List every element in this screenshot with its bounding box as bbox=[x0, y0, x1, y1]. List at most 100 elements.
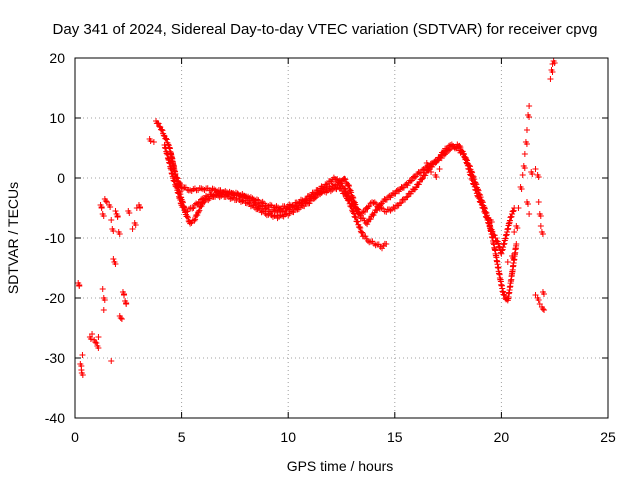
data-point-early-scattered bbox=[137, 205, 144, 211]
data-point-track-c bbox=[348, 196, 355, 203]
data-point-early-scattered bbox=[108, 358, 115, 364]
data-point-track-c bbox=[482, 210, 489, 217]
data-point-late-scattered bbox=[535, 297, 542, 303]
data-point-early-scattered bbox=[112, 208, 119, 214]
data-point-early-scattered bbox=[110, 256, 117, 262]
data-point-track-a bbox=[365, 203, 372, 210]
data-point-track-a bbox=[345, 182, 352, 189]
x-axis-label: GPS time / hours bbox=[287, 458, 394, 474]
data-point-track-a bbox=[157, 124, 164, 131]
data-point-track-c bbox=[451, 144, 458, 151]
data-point-track-a bbox=[251, 204, 258, 211]
data-point-early-scattered bbox=[108, 217, 115, 223]
data-point-track-c bbox=[173, 174, 180, 181]
data-point-track-b bbox=[357, 225, 364, 232]
data-point-track-a bbox=[184, 214, 191, 221]
data-point-late-scattered bbox=[551, 60, 558, 66]
y-axis-label: SDTVAR / TECUs bbox=[5, 182, 21, 294]
data-point-track-c bbox=[457, 144, 464, 151]
data-point-late-scattered bbox=[510, 255, 517, 261]
data-point-early-scattered bbox=[116, 231, 123, 237]
data-point-early-scattered bbox=[79, 372, 86, 378]
y-tick-label: -20 bbox=[45, 290, 65, 306]
data-point-track-b bbox=[191, 201, 198, 208]
data-point-early-scattered bbox=[99, 286, 106, 292]
data-point-track-c bbox=[323, 181, 330, 188]
data-point-track-c bbox=[350, 200, 357, 207]
data-point-late-scattered bbox=[532, 166, 539, 172]
data-point-track-c bbox=[318, 183, 325, 190]
data-point-late-scattered bbox=[523, 127, 530, 133]
x-tick-label: 25 bbox=[600, 429, 616, 445]
data-point-track-a bbox=[158, 126, 165, 133]
data-point-track-c bbox=[508, 213, 515, 220]
data-point-track-c bbox=[471, 183, 478, 190]
data-point-track-c bbox=[293, 199, 300, 206]
data-point-track-c bbox=[253, 196, 260, 203]
data-point-track-c bbox=[392, 190, 399, 197]
data-point-track-c bbox=[367, 216, 374, 223]
data-point-track-b bbox=[280, 208, 287, 215]
data-point-track-c bbox=[478, 199, 485, 206]
plot-frame bbox=[74, 57, 609, 419]
data-point-track-a bbox=[194, 209, 201, 216]
data-point-track-c bbox=[302, 196, 309, 203]
data-point-track-b bbox=[356, 223, 363, 230]
data-point-early-scattered bbox=[89, 331, 96, 337]
data-point-track-b bbox=[327, 188, 334, 195]
data-point-early-scattered bbox=[101, 297, 108, 303]
data-point-early-scattered bbox=[112, 261, 119, 267]
data-point-track-c bbox=[174, 175, 181, 182]
data-point-track-a bbox=[243, 200, 250, 207]
data-point-track-c bbox=[506, 217, 513, 224]
data-point-track-a bbox=[361, 209, 368, 216]
data-point-track-c bbox=[509, 210, 516, 217]
data-point-early-scattered bbox=[79, 352, 86, 358]
data-point-late-scattered bbox=[539, 306, 546, 312]
data-point-track-b bbox=[362, 233, 369, 240]
data-point-early-scattered bbox=[95, 345, 102, 351]
y-tick-label: -40 bbox=[45, 410, 65, 426]
data-point-track-a bbox=[370, 199, 377, 206]
data-point-track-c bbox=[356, 210, 363, 217]
data-point-track-c bbox=[460, 150, 467, 157]
data-point-track-c bbox=[480, 205, 487, 212]
data-point-track-c bbox=[442, 150, 449, 157]
data-point-track-c bbox=[312, 189, 319, 196]
data-point-late-scattered bbox=[521, 151, 528, 157]
data-point-track-c bbox=[347, 195, 354, 202]
chart-title: Day 341 of 2024, Sidereal Day-to-day VTE… bbox=[53, 21, 598, 38]
data-point-track-a bbox=[391, 205, 398, 212]
data-point-track-a bbox=[419, 175, 426, 182]
data-point-track-a bbox=[403, 194, 410, 201]
data-point-track-a bbox=[191, 217, 198, 224]
axis-ticks: 0 5 10 15 20 25 -40 -30 -20 -10 0 10 20 bbox=[45, 50, 616, 445]
data-point-late-scattered bbox=[521, 165, 528, 171]
data-point-track-a bbox=[500, 291, 507, 298]
data-point-late-scattered bbox=[523, 141, 530, 147]
data-point-early-scattered bbox=[92, 339, 99, 345]
x-tick-label: 20 bbox=[494, 429, 510, 445]
data-point-track-a bbox=[341, 175, 348, 182]
data-point-track-c bbox=[480, 204, 487, 211]
data-point-track-b bbox=[181, 204, 188, 211]
data-point-track-c bbox=[456, 142, 463, 149]
data-point-track-c bbox=[180, 185, 187, 192]
data-point-track-a bbox=[345, 182, 352, 189]
x-tick-label: 10 bbox=[280, 429, 296, 445]
data-point-early-scattered bbox=[95, 334, 102, 340]
data-point-late-scattered bbox=[519, 172, 526, 178]
data-point-track-a bbox=[371, 199, 378, 206]
data-point-track-c bbox=[356, 211, 363, 218]
data-point-track-b bbox=[359, 229, 366, 236]
data-point-late-scattered bbox=[518, 186, 525, 192]
data-point-track-a bbox=[159, 127, 166, 134]
data-point-track-b bbox=[190, 204, 197, 211]
data-point-track-c bbox=[310, 190, 317, 197]
data-point-track-b bbox=[196, 199, 203, 206]
data-point-early-scattered bbox=[121, 292, 128, 298]
y-tick-label: -10 bbox=[45, 230, 65, 246]
data-point-late-scattered bbox=[535, 199, 542, 205]
data-point-track-c bbox=[407, 178, 414, 185]
data-point-track-c bbox=[433, 158, 440, 165]
